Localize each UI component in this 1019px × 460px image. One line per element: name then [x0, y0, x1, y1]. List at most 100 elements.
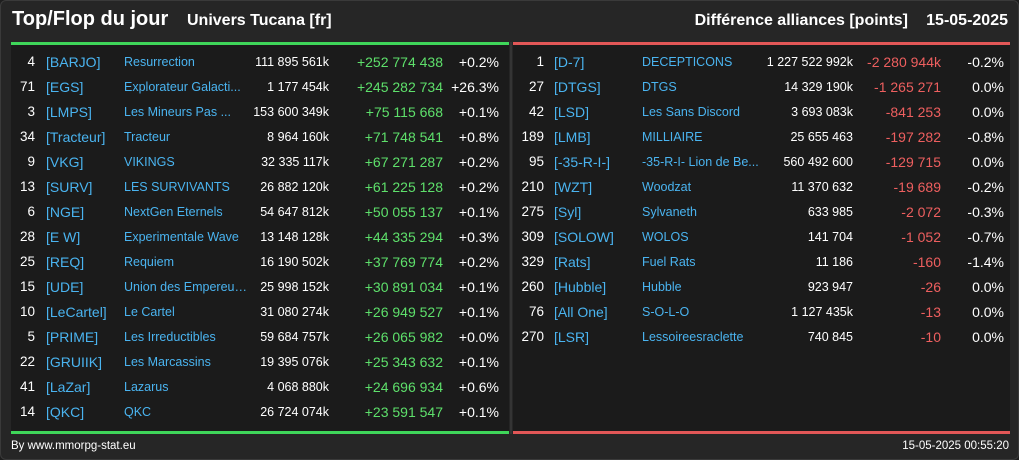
alliance-tag-link[interactable]: [NGE] [46, 204, 85, 220]
alliance-tag-link[interactable]: [GRUIIK] [46, 354, 103, 370]
delta-cell: -19 689 [893, 179, 941, 195]
percent-cell: +0.2% [458, 154, 499, 170]
alliance-tag-link[interactable]: [LMB] [554, 129, 591, 145]
alliance-name-link[interactable]: Les Mineurs Pas ... [124, 105, 231, 119]
percent-cell: -1.4% [967, 254, 1004, 270]
rank-cell: 275 [521, 204, 544, 219]
alliance-tag-link[interactable]: [Tracteur] [46, 129, 106, 145]
alliance-tag-link[interactable]: [REQ] [46, 254, 85, 270]
flop-panel: 1 [D-7] DECEPTICONS 1 227 522 992k -2 280 94… [513, 42, 1010, 434]
alliance-tag-link[interactable]: [LMPS] [46, 104, 92, 120]
alliance-tag-link[interactable]: [D-7] [554, 54, 585, 70]
alliance-tag-link[interactable]: [E W] [46, 229, 81, 245]
points-cell: 25 655 463 [790, 130, 853, 144]
alliance-name-link[interactable]: Lessoireesraclette [642, 330, 744, 344]
alliance-name-link[interactable]: Les Sans Discord [642, 105, 740, 119]
credit-link[interactable]: By www.mmorpg-stat.eu [11, 440, 136, 452]
rank-cell: 5 [27, 329, 35, 344]
alliance-tag-link[interactable]: [LaZar] [46, 379, 91, 395]
alliance-tag-link[interactable]: [QKC] [46, 404, 85, 420]
alliance-tag-link[interactable]: [LeCartel] [46, 304, 107, 320]
alliance-tag-link[interactable]: [-35-R-I-] [554, 154, 610, 170]
alliance-name-link[interactable]: -35-R-I- Lion de Be... [642, 155, 759, 169]
rank-cell: 25 [19, 254, 35, 269]
table-row: 14 [QKC] QKC 26 724 074k +23 591 547 +0.1% [11, 400, 509, 425]
alliance-name-link[interactable]: DECEPTICONS [642, 55, 733, 69]
points-cell: 141 704 [807, 230, 853, 244]
alliance-tag-link[interactable]: [WZT] [554, 179, 593, 195]
points-cell: 740 845 [807, 330, 853, 344]
points-cell: 31 080 274k [260, 305, 329, 319]
alliance-name-link[interactable]: QKC [124, 405, 152, 419]
delta-cell: +50 055 137 [364, 204, 443, 220]
alliance-name-link[interactable]: Hubble [642, 280, 682, 294]
alliance-name-link[interactable]: Resurrection [124, 55, 195, 69]
percent-cell: -0.7% [967, 229, 1004, 245]
header: Top/Flop du jour Univers Tucana [fr] Dif… [1, 1, 1018, 41]
alliance-name-link[interactable]: Explorateur Galacti... [124, 80, 241, 94]
alliance-name-link[interactable]: S-O-L-O [642, 305, 690, 319]
points-cell: 11 186 [815, 255, 853, 269]
alliance-name-link[interactable]: Woodzat [642, 180, 692, 194]
column-divider [510, 42, 512, 434]
page-title: Top/Flop du jour [12, 8, 169, 30]
alliance-tag-link[interactable]: [DTGS] [554, 79, 601, 95]
points-cell: 11 370 632 [791, 180, 853, 194]
rank-cell: 14 [19, 404, 35, 419]
percent-cell: -0.2% [967, 54, 1004, 70]
alliance-tag-link[interactable]: [Hubble] [554, 279, 607, 295]
alliance-name-link[interactable]: VIKINGS [124, 155, 175, 169]
delta-cell: -2 280 944k [867, 54, 941, 70]
alliance-tag-link[interactable]: [UDE] [46, 279, 84, 295]
delta-cell: +44 335 294 [364, 229, 443, 245]
delta-cell: +26 065 982 [364, 329, 443, 345]
delta-cell: +24 696 934 [364, 379, 443, 395]
alliance-name-link[interactable]: NextGen Eternels [124, 205, 223, 219]
delta-cell: -1 052 [901, 229, 941, 245]
alliance-name-link[interactable]: WOLOS [642, 230, 689, 244]
table-row: 13 [SURV] LES SURVIVANTS 26 882 120k +61 225… [11, 175, 509, 200]
alliance-name-link[interactable]: Requiem [124, 255, 175, 269]
rank-cell: 15 [19, 279, 35, 294]
percent-cell: 0.0% [972, 279, 1004, 295]
rank-cell: 9 [27, 154, 35, 169]
alliance-name-link[interactable]: MILLIAIRE [642, 130, 703, 144]
table-row: 42 [LSD] Les Sans Discord 3 693 083k -841 25… [513, 100, 1010, 125]
rank-cell: 76 [528, 304, 544, 319]
diff-label: Différence alliances [points] [694, 12, 908, 29]
alliance-name-link[interactable]: DTGS [642, 80, 677, 94]
table-row: 329 [Rats] Fuel Rats 11 186 -160 -1.4% [513, 250, 1010, 275]
alliance-name-link[interactable]: LES SURVIVANTS [124, 180, 230, 194]
alliance-tag-link[interactable]: [PRIME] [46, 329, 99, 345]
alliance-name-link[interactable]: Experimentale Wave [124, 230, 239, 244]
rank-cell: 1 [536, 54, 544, 69]
alliance-tag-link[interactable]: [Rats] [554, 254, 591, 270]
alliance-name-link[interactable]: Les Irreductibles [124, 330, 216, 344]
alliance-name-link[interactable]: Union des Empereur... [124, 280, 248, 294]
alliance-name-link[interactable]: Fuel Rats [642, 255, 696, 269]
delta-cell: +67 271 287 [364, 154, 443, 170]
points-cell: 32 335 117k [261, 155, 329, 169]
alliance-name-link[interactable]: Le Cartel [124, 305, 175, 319]
alliance-tag-link[interactable]: [EGS] [46, 79, 84, 95]
rank-cell: 189 [521, 129, 544, 144]
table-row: 41 [LaZar] Lazarus 4 068 880k +24 696 934 +0.… [11, 375, 509, 400]
delta-cell: +245 282 734 [356, 79, 443, 95]
delta-cell: +30 891 034 [364, 279, 443, 295]
alliance-tag-link[interactable]: [BARJO] [46, 54, 101, 70]
alliance-tag-link[interactable]: [LSR] [554, 329, 590, 345]
percent-cell: +26.3% [451, 79, 499, 95]
alliance-tag-link[interactable]: [Syl] [554, 204, 582, 220]
alliance-tag-link[interactable]: [All One] [554, 304, 608, 320]
alliance-name-link[interactable]: Sylvaneth [642, 205, 697, 219]
alliance-tag-link[interactable]: [SURV] [46, 179, 93, 195]
alliance-name-link[interactable]: Les Marcassins [124, 355, 211, 369]
alliance-name-link[interactable]: Lazarus [124, 380, 169, 394]
alliance-tag-link[interactable]: [LSD] [554, 104, 590, 120]
footer-timestamp: 15-05-2025 00:55:20 [902, 440, 1009, 452]
alliance-tag-link[interactable]: [VKG] [46, 154, 84, 170]
percent-cell: +0.0% [458, 329, 499, 345]
alliance-tag-link[interactable]: [SOLOW] [554, 229, 614, 245]
alliance-name-link[interactable]: Tracteur [124, 130, 171, 144]
